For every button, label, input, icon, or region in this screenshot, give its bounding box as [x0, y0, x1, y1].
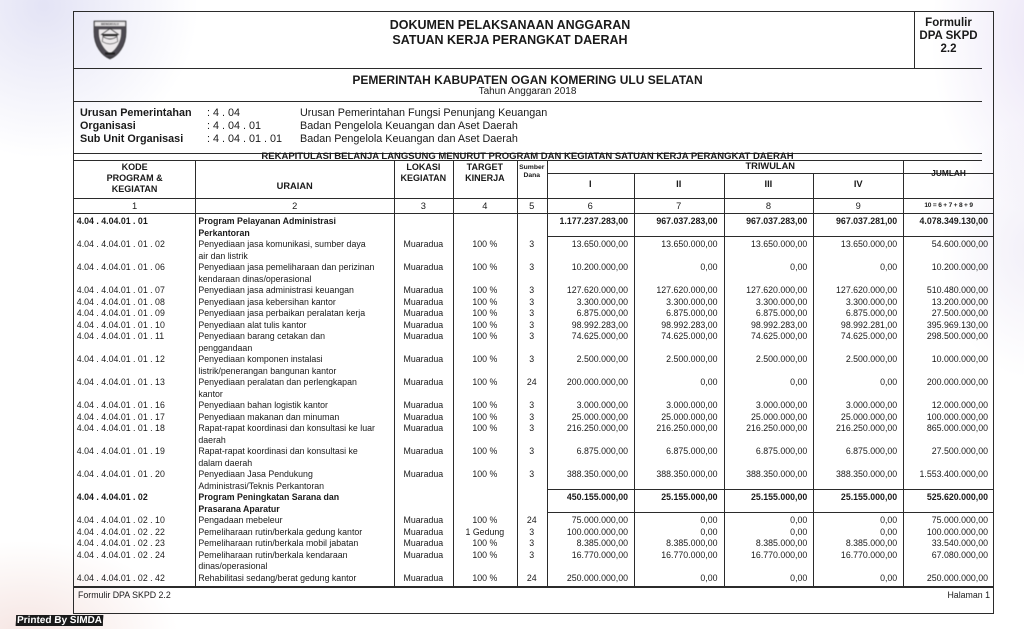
svg-text:BENGKULU: BENGKULU	[101, 22, 119, 26]
svg-text:OKUS: OKUS	[107, 57, 114, 59]
